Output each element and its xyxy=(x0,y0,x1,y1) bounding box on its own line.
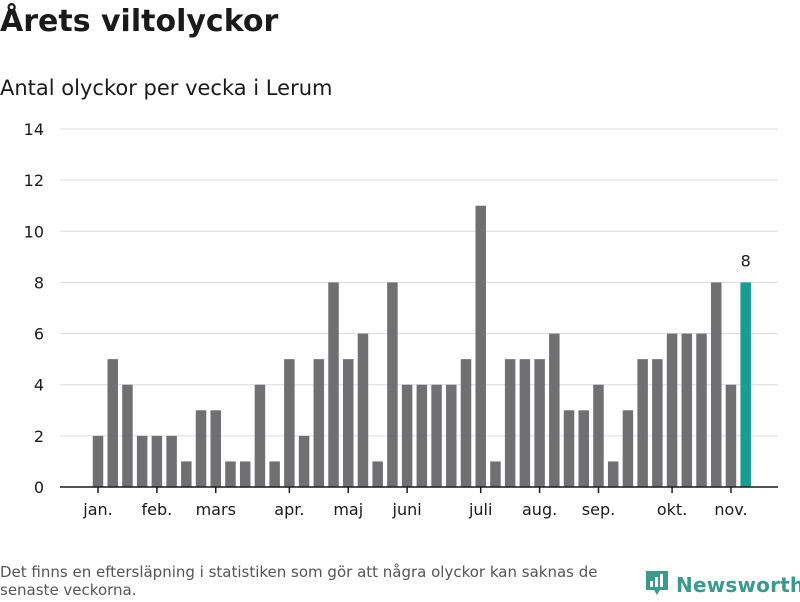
bar xyxy=(122,384,133,487)
bar xyxy=(239,461,251,487)
bars xyxy=(92,205,751,487)
grid-lines xyxy=(60,128,778,437)
bar xyxy=(607,461,619,487)
x-axis-ticks: jan. feb. mars apr. maj juni juli aug. sep. okt. n… xyxy=(82,487,748,519)
x-tick-label: maj xyxy=(333,500,363,519)
bar xyxy=(460,359,472,487)
newsworthy-logo-icon xyxy=(644,568,670,602)
brand-name: Newsworthy xyxy=(676,573,800,597)
bar xyxy=(534,359,545,487)
bar xyxy=(431,384,442,487)
bar xyxy=(210,410,222,487)
bar-chart: 0 2 4 6 8 10 12 14 8 jan. feb. mars apr. maj juni jul… xyxy=(24,120,778,519)
bar xyxy=(401,384,413,487)
bar xyxy=(357,333,369,487)
x-tick-label: sep. xyxy=(582,500,615,519)
bar xyxy=(549,333,560,487)
bar xyxy=(107,359,118,487)
data-label: 8 xyxy=(741,251,751,270)
bar xyxy=(225,461,236,487)
bar xyxy=(181,461,192,487)
bar xyxy=(313,359,325,487)
bar xyxy=(710,282,722,487)
bar xyxy=(342,359,354,487)
bar xyxy=(637,359,648,487)
y-tick-label: 2 xyxy=(34,427,44,446)
bar xyxy=(490,461,501,487)
x-tick-label: feb. xyxy=(142,500,173,519)
footnote: Det finns en eftersläpning i statistiken… xyxy=(0,563,598,599)
y-tick-label: 4 xyxy=(34,376,44,395)
bar xyxy=(519,359,531,487)
y-axis-ticks: 0 2 4 6 8 10 12 14 xyxy=(24,120,44,497)
bar xyxy=(328,282,339,487)
bar xyxy=(298,435,310,487)
bar xyxy=(92,435,104,487)
y-tick-label: 0 xyxy=(34,478,44,497)
x-tick-label: mars xyxy=(196,500,236,519)
bar xyxy=(284,359,295,487)
bar xyxy=(136,435,148,487)
brand-logo[interactable]: Newsworthy xyxy=(644,568,800,602)
bar xyxy=(151,435,163,487)
x-tick-label: jan. xyxy=(82,500,112,519)
bar xyxy=(269,461,280,487)
x-tick-label: nov. xyxy=(714,500,747,519)
y-tick-label: 12 xyxy=(24,171,44,190)
x-tick-label: juli xyxy=(468,500,492,519)
y-tick-label: 6 xyxy=(34,325,44,344)
y-tick-label: 14 xyxy=(24,120,44,139)
x-tick-label: apr. xyxy=(274,500,304,519)
bar xyxy=(504,359,516,487)
chart-title: Årets viltolyckor xyxy=(0,4,279,39)
bar xyxy=(475,205,486,487)
bar xyxy=(740,282,751,487)
bar xyxy=(622,410,634,487)
bar xyxy=(166,435,177,487)
bar xyxy=(416,384,428,487)
bar xyxy=(593,384,604,487)
bar xyxy=(563,410,575,487)
bar xyxy=(387,282,398,487)
y-tick-label: 8 xyxy=(34,273,44,292)
x-tick-label: okt. xyxy=(657,500,687,519)
bar xyxy=(681,333,693,487)
bar xyxy=(195,410,207,487)
bar xyxy=(254,384,266,487)
bar xyxy=(372,461,383,487)
bar xyxy=(652,359,663,487)
bar xyxy=(696,333,707,487)
bar xyxy=(446,384,457,487)
y-tick-label: 10 xyxy=(24,222,44,241)
bar xyxy=(578,410,590,487)
bar xyxy=(725,384,737,487)
data-labels: 8 xyxy=(741,251,751,270)
x-tick-label: juni xyxy=(392,500,422,519)
x-tick-label: aug. xyxy=(522,500,557,519)
bar xyxy=(666,333,678,487)
chart-subtitle: Antal olyckor per vecka i Lerum xyxy=(0,76,333,100)
